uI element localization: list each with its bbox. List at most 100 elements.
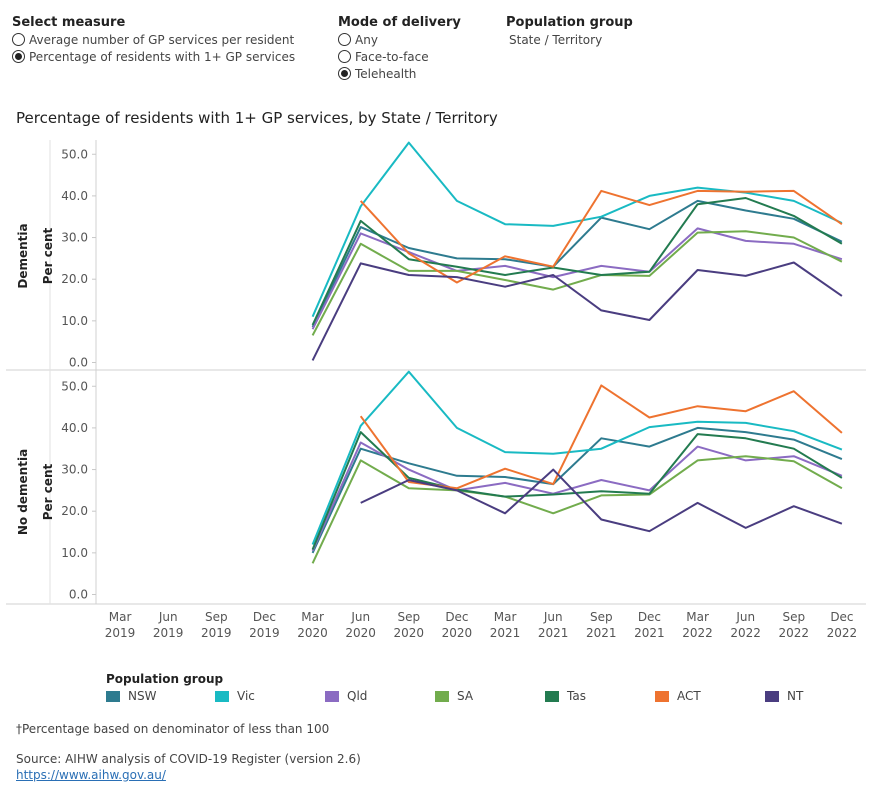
legend-item-nt[interactable]: NT <box>765 689 803 703</box>
x-tick-label: 2021 <box>490 626 521 640</box>
population-group-title: Population group <box>506 15 633 30</box>
legend-item-sa[interactable]: SA <box>435 689 473 703</box>
delivery-selector-title: Mode of delivery <box>338 15 461 30</box>
x-tick-label: Sep <box>398 610 421 624</box>
x-tick-label: Mar <box>109 610 132 624</box>
radio-selected-icon[interactable] <box>12 50 25 63</box>
legend-swatch <box>765 690 779 702</box>
legend-item-act[interactable]: ACT <box>655 689 701 703</box>
x-tick-label: Dec <box>830 610 853 624</box>
x-tick-label: 2020 <box>442 626 473 640</box>
legend-item-tas[interactable]: Tas <box>545 689 586 703</box>
panel-label: No dementia <box>16 449 30 535</box>
y-tick-label: 40.0 <box>61 421 88 435</box>
x-tick-label: 2020 <box>394 626 425 640</box>
delivery-option-label: Telehealth <box>355 66 417 81</box>
legend-title: Population group <box>106 672 224 686</box>
x-tick-label: Dec <box>638 610 661 624</box>
y-tick-label: 40.0 <box>61 189 88 203</box>
series-line-qld <box>311 441 843 552</box>
delivery-option-any[interactable]: Any <box>338 31 378 48</box>
y-tick-label: 0.0 <box>69 356 88 370</box>
y-tick-label: 30.0 <box>61 463 88 477</box>
population-group-value[interactable]: State / Territory <box>509 33 603 47</box>
y-axis-label: Per cent <box>41 463 55 520</box>
legend-label: SA <box>457 689 474 703</box>
measure-option-percentage[interactable]: Percentage of residents with 1+ GP servi… <box>12 48 295 65</box>
y-tick-label: 50.0 <box>61 147 88 161</box>
x-tick-label: 2019 <box>249 626 280 640</box>
x-tick-label: 2020 <box>345 626 376 640</box>
y-tick-label: 50.0 <box>61 379 88 393</box>
series-line-nsw <box>311 426 843 554</box>
radio-selected-icon[interactable] <box>338 67 351 80</box>
x-tick-label: 2020 <box>297 626 328 640</box>
legend-item-qld[interactable]: Qld <box>325 689 367 703</box>
legend-item-vic[interactable]: Vic <box>215 689 255 703</box>
series-line-vic <box>311 370 843 545</box>
legend-swatch <box>655 690 669 702</box>
legend-label: Vic <box>237 689 255 703</box>
x-tick-label: Jun <box>735 610 755 624</box>
y-tick-label: 20.0 <box>61 504 88 518</box>
series-line-sa <box>311 455 843 564</box>
x-tick-label: Sep <box>783 610 806 624</box>
legend-label: NT <box>787 689 804 703</box>
x-tick-label: 2021 <box>634 626 665 640</box>
legend-swatch <box>325 690 339 702</box>
radio-button-icon[interactable] <box>338 50 351 63</box>
legend-item-nsw[interactable]: NSW <box>106 689 156 703</box>
series-line-tas <box>311 431 843 550</box>
x-tick-label: 2022 <box>682 626 713 640</box>
x-tick-label: Jun <box>158 610 178 624</box>
radio-button-icon[interactable] <box>338 33 351 46</box>
series-line-nt <box>360 468 843 533</box>
x-tick-label: 2021 <box>586 626 617 640</box>
x-tick-label: Mar <box>686 610 709 624</box>
x-tick-label: 2021 <box>538 626 569 640</box>
y-tick-label: 10.0 <box>61 314 88 328</box>
source-note: Source: AIHW analysis of COVID-19 Regist… <box>16 752 361 766</box>
x-tick-label: 2019 <box>201 626 232 640</box>
y-axis-label: Per cent <box>41 227 55 284</box>
chart-title: Percentage of residents with 1+ GP servi… <box>16 109 498 127</box>
series-line-nt <box>311 261 843 361</box>
y-tick-label: 30.0 <box>61 231 88 245</box>
series-line-act <box>359 189 843 284</box>
panel-label: Dementia <box>16 223 30 288</box>
legend-label: NSW <box>128 689 157 703</box>
source-link[interactable]: https://www.aihw.gov.au/ <box>16 768 166 782</box>
line-chart: 0.0 10.0 20.0 30.0 40.0 50.0 Dementia Per cent 0… <box>6 140 866 640</box>
x-tick-label: 2019 <box>105 626 136 640</box>
series-line-nsw <box>311 199 843 328</box>
delivery-option-face-to-face[interactable]: Face-to-face <box>338 48 429 65</box>
legend-label: Qld <box>347 689 368 703</box>
y-tick-label: 20.0 <box>61 272 88 286</box>
x-tick-label: 2022 <box>730 626 761 640</box>
series-line-vic <box>311 141 843 318</box>
series-line-sa <box>311 230 843 336</box>
x-tick-label: 2019 <box>153 626 184 640</box>
series-line-tas <box>311 197 843 326</box>
legend: NSW Vic Qld SA Tas ACT NT <box>106 689 826 705</box>
measure-option-label: Average number of GP services per reside… <box>29 32 295 47</box>
x-tick-label: Mar <box>301 610 324 624</box>
legend-swatch <box>215 690 229 702</box>
x-tick-label: Dec <box>445 610 468 624</box>
x-tick-label: 2022 <box>827 626 858 640</box>
x-tick-label: 2022 <box>779 626 810 640</box>
y-tick-label: 10.0 <box>61 546 88 560</box>
x-tick-label: Jun <box>350 610 370 624</box>
radio-button-icon[interactable] <box>12 33 25 46</box>
legend-swatch <box>545 690 559 702</box>
delivery-option-telehealth[interactable]: Telehealth <box>338 65 416 82</box>
legend-label: Tas <box>567 689 586 703</box>
measure-option-label: Percentage of residents with 1+ GP servi… <box>29 49 296 64</box>
x-tick-label: Dec <box>253 610 276 624</box>
measure-option-average[interactable]: Average number of GP services per reside… <box>12 31 294 48</box>
delivery-option-label: Face-to-face <box>355 49 429 64</box>
y-tick-label: 0.0 <box>69 588 88 602</box>
delivery-option-label: Any <box>355 32 378 47</box>
x-tick-label: Sep <box>590 610 613 624</box>
legend-swatch <box>435 690 449 702</box>
